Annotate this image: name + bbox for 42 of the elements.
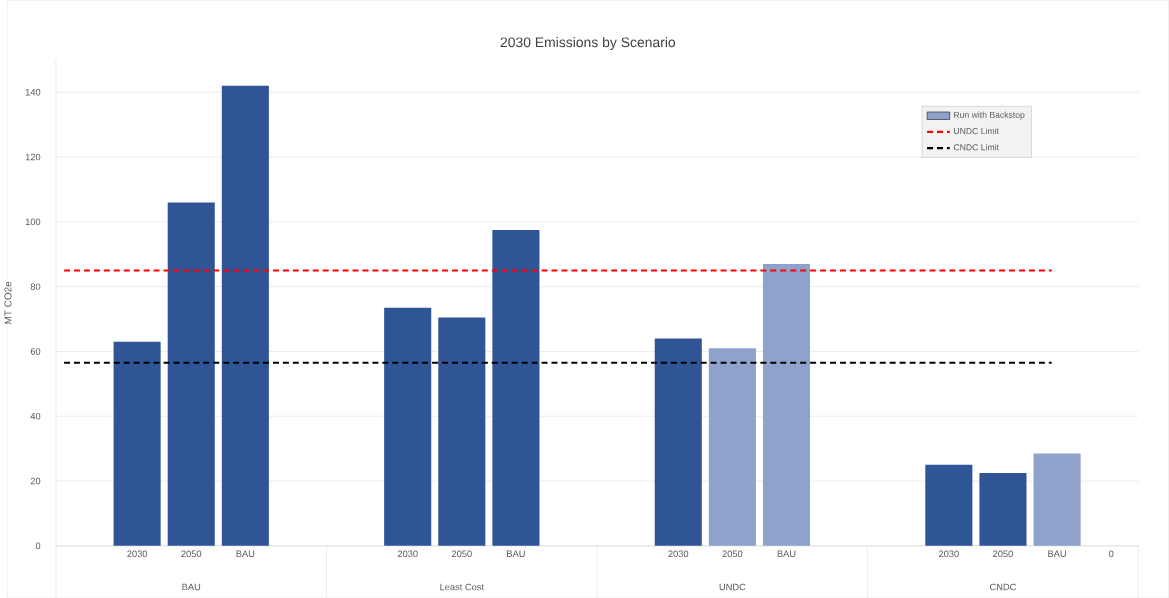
text: UNDC xyxy=(719,583,746,591)
y-tick-label: 140 xyxy=(25,88,41,96)
x-tick-label: BAU xyxy=(236,550,255,557)
legend-label: UNDC Limit xyxy=(954,127,999,134)
y-tick-label: 20 xyxy=(30,477,41,485)
bar xyxy=(708,348,756,546)
legend-label: CNDC Limit xyxy=(953,143,999,151)
x-tick-label: 2050 xyxy=(993,550,1013,557)
bar xyxy=(221,85,269,546)
bar xyxy=(492,229,540,546)
bar xyxy=(762,263,811,546)
y-tick-label: 0 xyxy=(35,542,41,549)
y-tick-label: 40 xyxy=(30,412,41,420)
bar xyxy=(979,472,1027,546)
x-tick-label: 2050 xyxy=(451,550,472,557)
x-tick-label: 2050 xyxy=(181,550,202,557)
bar xyxy=(1033,453,1081,546)
x-tick-label: BAU xyxy=(777,550,796,557)
bar xyxy=(925,464,973,546)
bar xyxy=(438,317,486,546)
x-tick-label: 2030 xyxy=(127,550,148,557)
y-tick-label: 100 xyxy=(25,218,41,225)
y-tick-label: 60 xyxy=(30,348,41,355)
x-tick-label: 2050 xyxy=(722,550,743,557)
chart-title: 2030 Emissions by Scenario xyxy=(500,36,676,50)
x-tick-label: 2030 xyxy=(397,550,418,557)
text: BAU xyxy=(182,583,201,591)
x-tick-label: 2030 xyxy=(938,550,959,557)
bar xyxy=(167,202,215,546)
bar xyxy=(654,338,702,546)
y-tick-label: 120 xyxy=(25,153,41,161)
legend-label: Run with Backstop xyxy=(954,111,1025,120)
x-tick-label: 0 xyxy=(1108,550,1114,557)
x-tick-label: BAU xyxy=(1048,550,1066,557)
text: CNDC xyxy=(990,583,1016,591)
y-tick-label: 80 xyxy=(30,283,41,290)
bar xyxy=(113,341,161,546)
x-tick-label: 2030 xyxy=(668,550,689,557)
text: Least Cost xyxy=(440,583,484,591)
y-axis-title: MT CO2e xyxy=(4,281,12,324)
x-tick-label: BAU xyxy=(507,550,525,557)
bar xyxy=(384,307,432,546)
